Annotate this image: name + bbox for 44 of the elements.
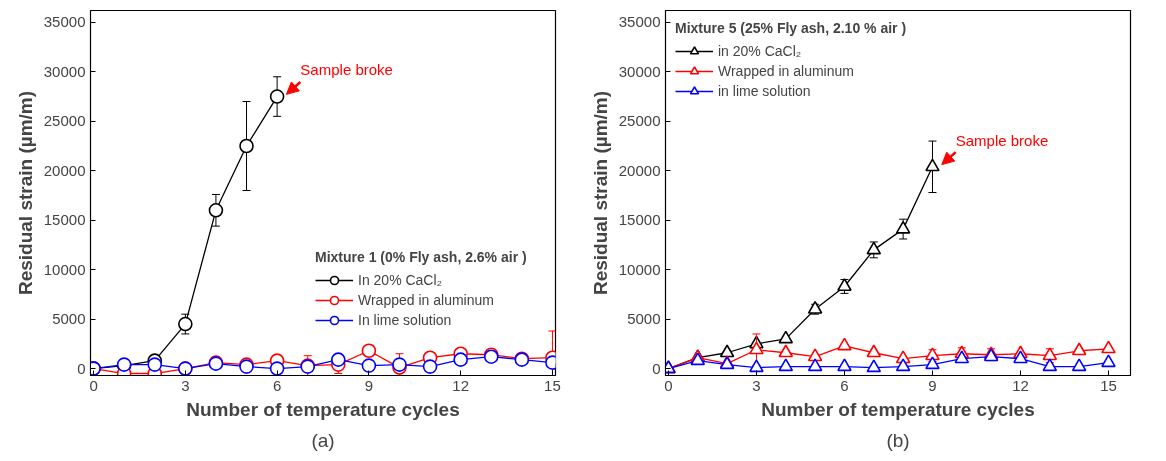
x-tick-label: 3 xyxy=(752,376,761,394)
legend-title: Mixture 5 (25% Fly ash, 2.10 % air ) xyxy=(675,20,907,36)
annotation: Sample broke xyxy=(300,61,393,79)
y-axis-title: Residual strain (µm/m) xyxy=(589,90,611,296)
y-tick-label: 20000 xyxy=(43,161,86,179)
legend-label: In lime solution xyxy=(358,312,452,328)
y-tick-label: 25000 xyxy=(43,112,86,130)
x-tick-label: 12 xyxy=(1012,376,1029,394)
y-tick-label: 30000 xyxy=(618,62,661,80)
legend-label: In 20% CaCl₂ xyxy=(358,272,443,288)
x-axis-title: Number of temperature cycles xyxy=(186,398,460,420)
x-tick-label: 3 xyxy=(181,376,190,394)
legend-label: Wrapped in aluminum xyxy=(358,292,494,308)
y-tick-label: 15000 xyxy=(618,211,661,229)
x-tick-label: 6 xyxy=(840,376,849,394)
x-tick-label: 12 xyxy=(452,376,470,394)
y-tick-label: 5000 xyxy=(52,310,86,328)
x-tick-label: 9 xyxy=(364,376,374,394)
legend-label: in lime solution xyxy=(718,83,811,99)
y-tick-label: 15000 xyxy=(43,211,86,229)
y-tick-label: 0 xyxy=(77,359,86,377)
x-tick-label: 15 xyxy=(544,376,561,394)
annotation: Sample broke xyxy=(955,131,1049,149)
legend-label: Wrapped in aluminum xyxy=(718,63,854,79)
legend-title: Mixture 1 (0% Fly ash, 2.6% air ) xyxy=(315,249,527,265)
y-tick-label: 10000 xyxy=(43,260,86,278)
legend-label: in 20% CaCl₂ xyxy=(718,43,802,59)
y-tick-label: 0 xyxy=(652,359,661,377)
x-tick-label: 6 xyxy=(272,376,282,394)
x-tick-label: 9 xyxy=(928,376,937,394)
y-tick-label: 5000 xyxy=(627,310,661,328)
y-tick-label: 20000 xyxy=(618,161,661,179)
x-tick-label: 15 xyxy=(1100,376,1117,394)
y-axis-title: Residual strain (µm/m) xyxy=(14,90,36,296)
y-tick-label: 35000 xyxy=(618,13,661,31)
x-axis-title: Number of temperature cycles xyxy=(761,398,1035,420)
text: (b) xyxy=(886,429,910,451)
y-tick-label: 35000 xyxy=(43,13,86,31)
y-tick-label: 10000 xyxy=(618,260,661,278)
x-tick-label: 0 xyxy=(89,376,98,394)
text: (a) xyxy=(311,429,335,451)
y-tick-label: 25000 xyxy=(618,112,661,130)
y-tick-label: 30000 xyxy=(43,62,86,80)
x-tick-label: 0 xyxy=(664,376,673,394)
